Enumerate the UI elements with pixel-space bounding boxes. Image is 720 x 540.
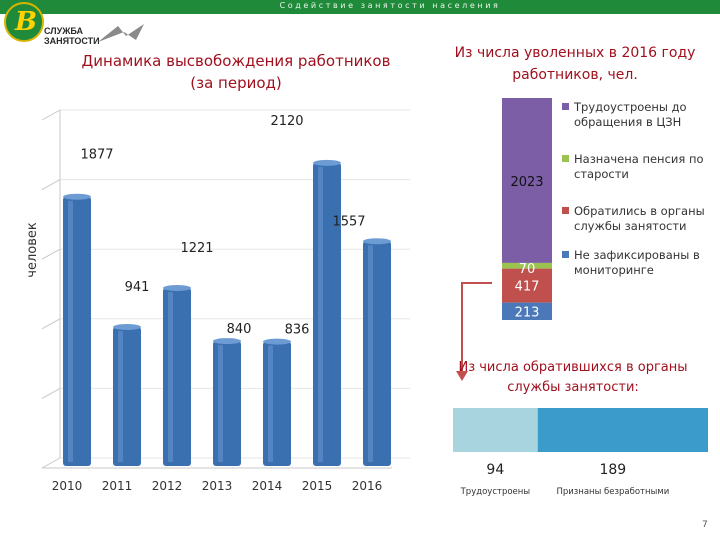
data-label-2016: 1557 bbox=[332, 214, 365, 229]
bar-top-2016 bbox=[363, 238, 391, 245]
data-label-2014: 836 bbox=[285, 323, 310, 338]
stack-segment-1 bbox=[502, 262, 552, 269]
legend-item-0: Трудоустроены до обращения в ЦЗН bbox=[562, 100, 712, 130]
legend-item-1: Назначена пенсия по старости bbox=[562, 152, 712, 182]
side-stacked-chart: 2023 70 417 213 bbox=[502, 98, 552, 320]
bar-top-2011 bbox=[113, 324, 141, 331]
logo-swoosh-icon bbox=[98, 24, 144, 42]
side-chart-title-line1: Из числа уволенных в 2016 году bbox=[454, 45, 696, 61]
stack-label-1: 70 bbox=[519, 262, 536, 277]
data-label-2015: 2120 bbox=[270, 114, 303, 129]
bar-2013 bbox=[213, 341, 241, 466]
legend-swatch-icon bbox=[562, 251, 569, 258]
page-number: 7 bbox=[702, 520, 708, 530]
bottom-chart-title: Из числа обратившихся в органы службы за… bbox=[448, 358, 698, 398]
bar-2012 bbox=[163, 288, 191, 466]
legend-label: Не зафиксированы в мониторинге bbox=[574, 248, 700, 277]
bar-2014 bbox=[263, 341, 291, 466]
stack-label-3: 213 bbox=[515, 305, 540, 320]
bottom-segment-1 bbox=[537, 408, 708, 452]
data-label-2011: 941 bbox=[125, 280, 150, 295]
data-label-2012: 1221 bbox=[180, 241, 213, 256]
x-tick-2012: 2012 bbox=[152, 479, 183, 493]
legend-label: Обратились в органы службы занятости bbox=[574, 204, 705, 233]
bar-top-2012 bbox=[163, 285, 191, 292]
stack-segment-2 bbox=[502, 268, 552, 303]
x-tick-2010: 2010 bbox=[52, 479, 83, 493]
legend-swatch-icon bbox=[562, 207, 569, 214]
legend-swatch-icon bbox=[562, 155, 569, 162]
bottom-chart-title-line1: Из числа обратившихся в органы bbox=[458, 360, 688, 375]
bottom-segment-0 bbox=[453, 408, 538, 452]
logo-mark: В bbox=[15, 7, 37, 37]
x-tick-2016: 2016 bbox=[352, 479, 383, 493]
x-tick-2013: 2013 bbox=[202, 479, 233, 493]
bar-2011 bbox=[113, 327, 141, 466]
main-chart-title-line2: (за период) bbox=[190, 74, 282, 92]
bar-highlight-2013 bbox=[218, 345, 223, 462]
logo-text: СЛУЖБА ЗАНЯТОСТИ bbox=[44, 26, 100, 46]
legend-label: Назначена пенсия по старости bbox=[574, 152, 704, 181]
data-label-2010: 1877 bbox=[80, 148, 113, 163]
gridline-tick bbox=[41, 248, 61, 260]
connector-arrow-icon bbox=[456, 282, 492, 381]
side-chart-title-line2: работников, чел. bbox=[512, 67, 638, 83]
stack-label-0: 2023 bbox=[510, 175, 543, 190]
x-tick-2011: 2011 bbox=[102, 479, 133, 493]
stack-segment-0 bbox=[502, 98, 552, 263]
x-tick-2015: 2015 bbox=[302, 479, 333, 493]
bar-highlight-2015 bbox=[318, 166, 323, 462]
bottom-category-1: Признаны безработными bbox=[556, 487, 669, 497]
legend-item-3: Не зафиксированы в мониторинге bbox=[562, 248, 712, 278]
gridline-tick bbox=[41, 179, 61, 191]
bar-top-2014 bbox=[263, 338, 291, 345]
bar-highlight-2016 bbox=[368, 245, 373, 462]
stack-label-2: 417 bbox=[515, 280, 540, 295]
legend-label: Трудоустроены до обращения в ЦЗН bbox=[574, 100, 687, 129]
gridline-tick bbox=[41, 318, 61, 330]
bottom-chart-title-line2: службы занятости: bbox=[507, 380, 639, 395]
side-chart-title: Из числа уволенных в 2016 году работнико… bbox=[440, 42, 710, 86]
gridline-tick bbox=[41, 387, 61, 399]
gridline-tick bbox=[41, 457, 61, 469]
x-tick-2014: 2014 bbox=[252, 479, 283, 493]
bottom-category-0: Трудоустроены bbox=[460, 487, 530, 497]
bar-highlight-2012 bbox=[168, 292, 173, 462]
bar-top-2013 bbox=[213, 338, 241, 345]
legend-swatch-icon bbox=[562, 103, 569, 110]
main-chart-title: Динамика высвобождения работников (за пе… bbox=[56, 50, 416, 94]
bottom-value-1: 189 bbox=[599, 462, 626, 478]
bar-highlight-2014 bbox=[268, 345, 273, 462]
side-chart-legend: Трудоустроены до обращения в ЦЗН Назначен… bbox=[562, 100, 712, 278]
stack-segment-3 bbox=[502, 302, 552, 320]
legend-item-2: Обратились в органы службы занятости bbox=[562, 204, 712, 234]
gridline-tick bbox=[41, 109, 61, 121]
bottom-value-0: 94 bbox=[486, 462, 504, 478]
bar-2015 bbox=[313, 162, 341, 466]
main-bar-chart: 1877 941 1221 840 836 2120 1557 2010 2011 2012 20… bbox=[25, 109, 410, 493]
main-chart-ylabel: человек bbox=[25, 222, 40, 278]
bar-2010 bbox=[63, 196, 91, 466]
bar-highlight-2011 bbox=[118, 331, 123, 462]
bar-top-2010 bbox=[63, 193, 91, 200]
logo-text-line1: СЛУЖБА bbox=[44, 26, 83, 36]
logo-emblem: В bbox=[4, 2, 44, 42]
bar-top-2015 bbox=[313, 159, 341, 166]
bar-highlight-2010 bbox=[68, 200, 73, 462]
banner-text: Содействие занятости населения bbox=[279, 1, 501, 10]
bottom-stacked-bar: 94 Трудоустроены 189 Признаны безработными bbox=[453, 408, 708, 497]
main-chart-title-line1: Динамика высвобождения работников bbox=[81, 52, 391, 70]
data-label-2013: 840 bbox=[227, 322, 252, 337]
top-banner: Содействие занятости населения bbox=[0, 0, 720, 14]
bar-2016 bbox=[363, 241, 391, 466]
logo-text-line2: ЗАНЯТОСТИ bbox=[44, 36, 100, 46]
